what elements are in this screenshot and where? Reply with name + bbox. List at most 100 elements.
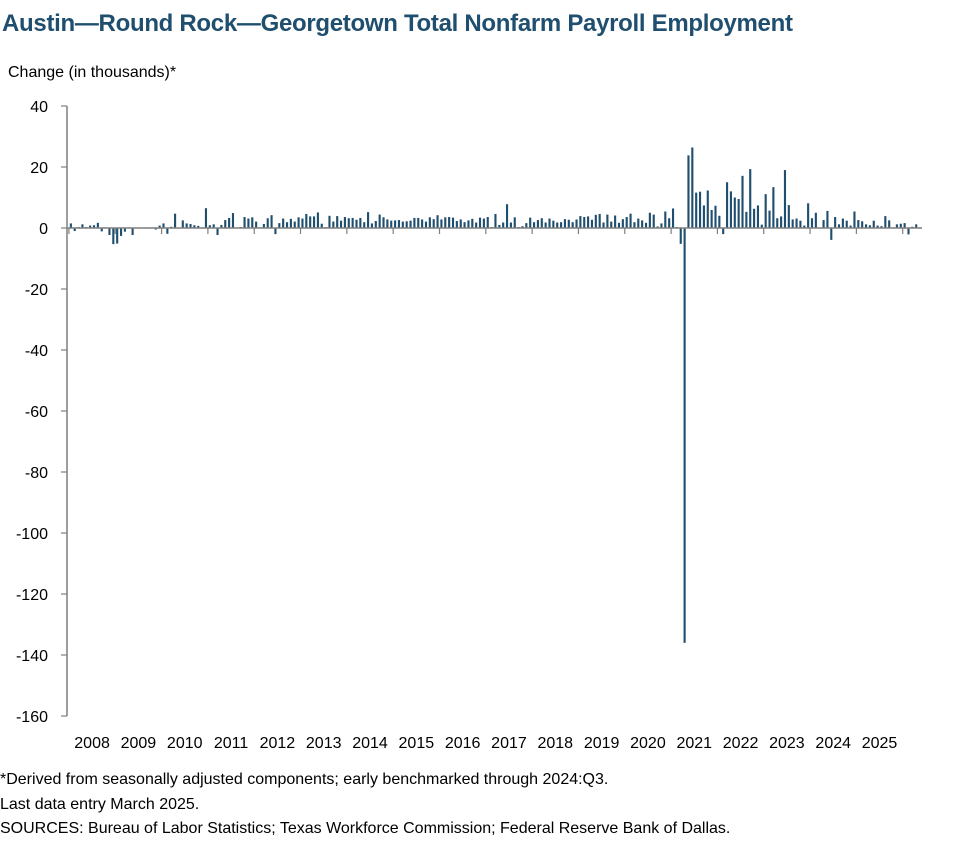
bar <box>683 228 686 643</box>
bar <box>625 217 628 228</box>
bar <box>610 221 613 228</box>
bar <box>220 224 223 228</box>
bar <box>328 215 331 228</box>
chart-notes: *Derived from seasonally adjusted compon… <box>0 768 730 842</box>
bar <box>81 224 84 228</box>
x-axis: 2008 2009 2010 2011 2012 2013 2014 2015 2016 2017… <box>67 227 922 752</box>
bar-series <box>69 147 922 643</box>
bar <box>741 175 744 228</box>
y-tick-label: 40 <box>30 99 48 116</box>
bar <box>355 219 358 228</box>
x-tick-label: 2014 <box>352 735 388 752</box>
bar <box>764 194 767 228</box>
bar <box>668 218 671 228</box>
bar <box>560 222 563 228</box>
bar <box>123 228 126 232</box>
bar <box>807 203 810 228</box>
bar <box>332 221 335 228</box>
bar <box>405 221 408 228</box>
bar <box>629 213 632 228</box>
bar <box>648 212 651 228</box>
bar <box>463 222 466 228</box>
bar <box>837 224 841 228</box>
y-axis-label: Change (in thousands)* <box>8 64 177 81</box>
bar <box>780 216 783 228</box>
y-axis: 40 20 0 -20 -40 -60 -80 -100 -120 -140 -160 <box>16 99 68 726</box>
bar <box>552 220 555 228</box>
bar <box>73 228 76 232</box>
bar <box>698 191 702 228</box>
bar <box>166 228 169 234</box>
bar <box>791 219 794 228</box>
bar <box>521 226 524 228</box>
bar <box>224 220 227 228</box>
bar <box>525 223 528 228</box>
bar <box>749 169 752 228</box>
bar <box>641 220 644 229</box>
bar <box>644 222 648 228</box>
bar <box>660 223 663 228</box>
bar <box>602 222 605 228</box>
bar <box>270 215 273 228</box>
bar <box>621 219 624 228</box>
bar <box>768 210 771 228</box>
y-tick-label: -100 <box>16 526 48 543</box>
bar <box>710 210 713 228</box>
y-tick-label: -140 <box>16 648 48 665</box>
bar <box>363 222 366 228</box>
bar <box>309 216 312 228</box>
bar <box>282 218 285 228</box>
bar <box>529 217 532 228</box>
x-tick-label: 2016 <box>445 735 481 752</box>
x-tick-label: 2015 <box>399 735 435 752</box>
bar <box>903 223 906 228</box>
bar <box>274 228 277 235</box>
bar <box>212 224 215 228</box>
bar <box>502 222 505 228</box>
bar <box>799 220 802 228</box>
bar <box>888 220 891 229</box>
bar <box>374 220 377 228</box>
bar <box>424 221 428 228</box>
bar <box>255 221 258 228</box>
bar <box>772 187 775 228</box>
bar <box>795 218 798 228</box>
bar <box>432 219 435 228</box>
bar <box>691 147 694 228</box>
bar <box>386 219 389 228</box>
bar <box>509 222 512 228</box>
bar <box>803 225 806 228</box>
bar <box>548 218 551 228</box>
x-tick-label: 2021 <box>676 735 712 752</box>
bar <box>671 208 675 228</box>
bar <box>158 225 161 228</box>
bar <box>760 224 763 228</box>
bar <box>266 218 269 228</box>
bar <box>382 217 385 228</box>
bar <box>96 222 99 228</box>
bar <box>656 226 659 228</box>
bar <box>714 205 717 228</box>
bar <box>857 220 860 228</box>
bar <box>413 217 416 228</box>
bar <box>370 223 373 228</box>
bar <box>340 220 343 228</box>
y-tick-label: 0 <box>39 221 48 238</box>
bar <box>652 214 655 228</box>
bar <box>293 221 296 228</box>
bar <box>737 199 740 228</box>
footnote-sources: SOURCES: Bureau of Labor Statistics; Tex… <box>0 820 731 837</box>
bar <box>598 213 601 228</box>
bar <box>617 222 621 228</box>
bar <box>834 217 837 228</box>
bar <box>849 225 852 228</box>
y-tick-label: 20 <box>30 160 48 177</box>
bar <box>556 222 559 228</box>
x-tick-label: 2012 <box>260 735 296 752</box>
bar <box>745 211 748 228</box>
bar <box>695 192 698 228</box>
bar <box>864 224 868 228</box>
bar <box>726 182 729 228</box>
x-tick-label: 2013 <box>306 735 342 752</box>
